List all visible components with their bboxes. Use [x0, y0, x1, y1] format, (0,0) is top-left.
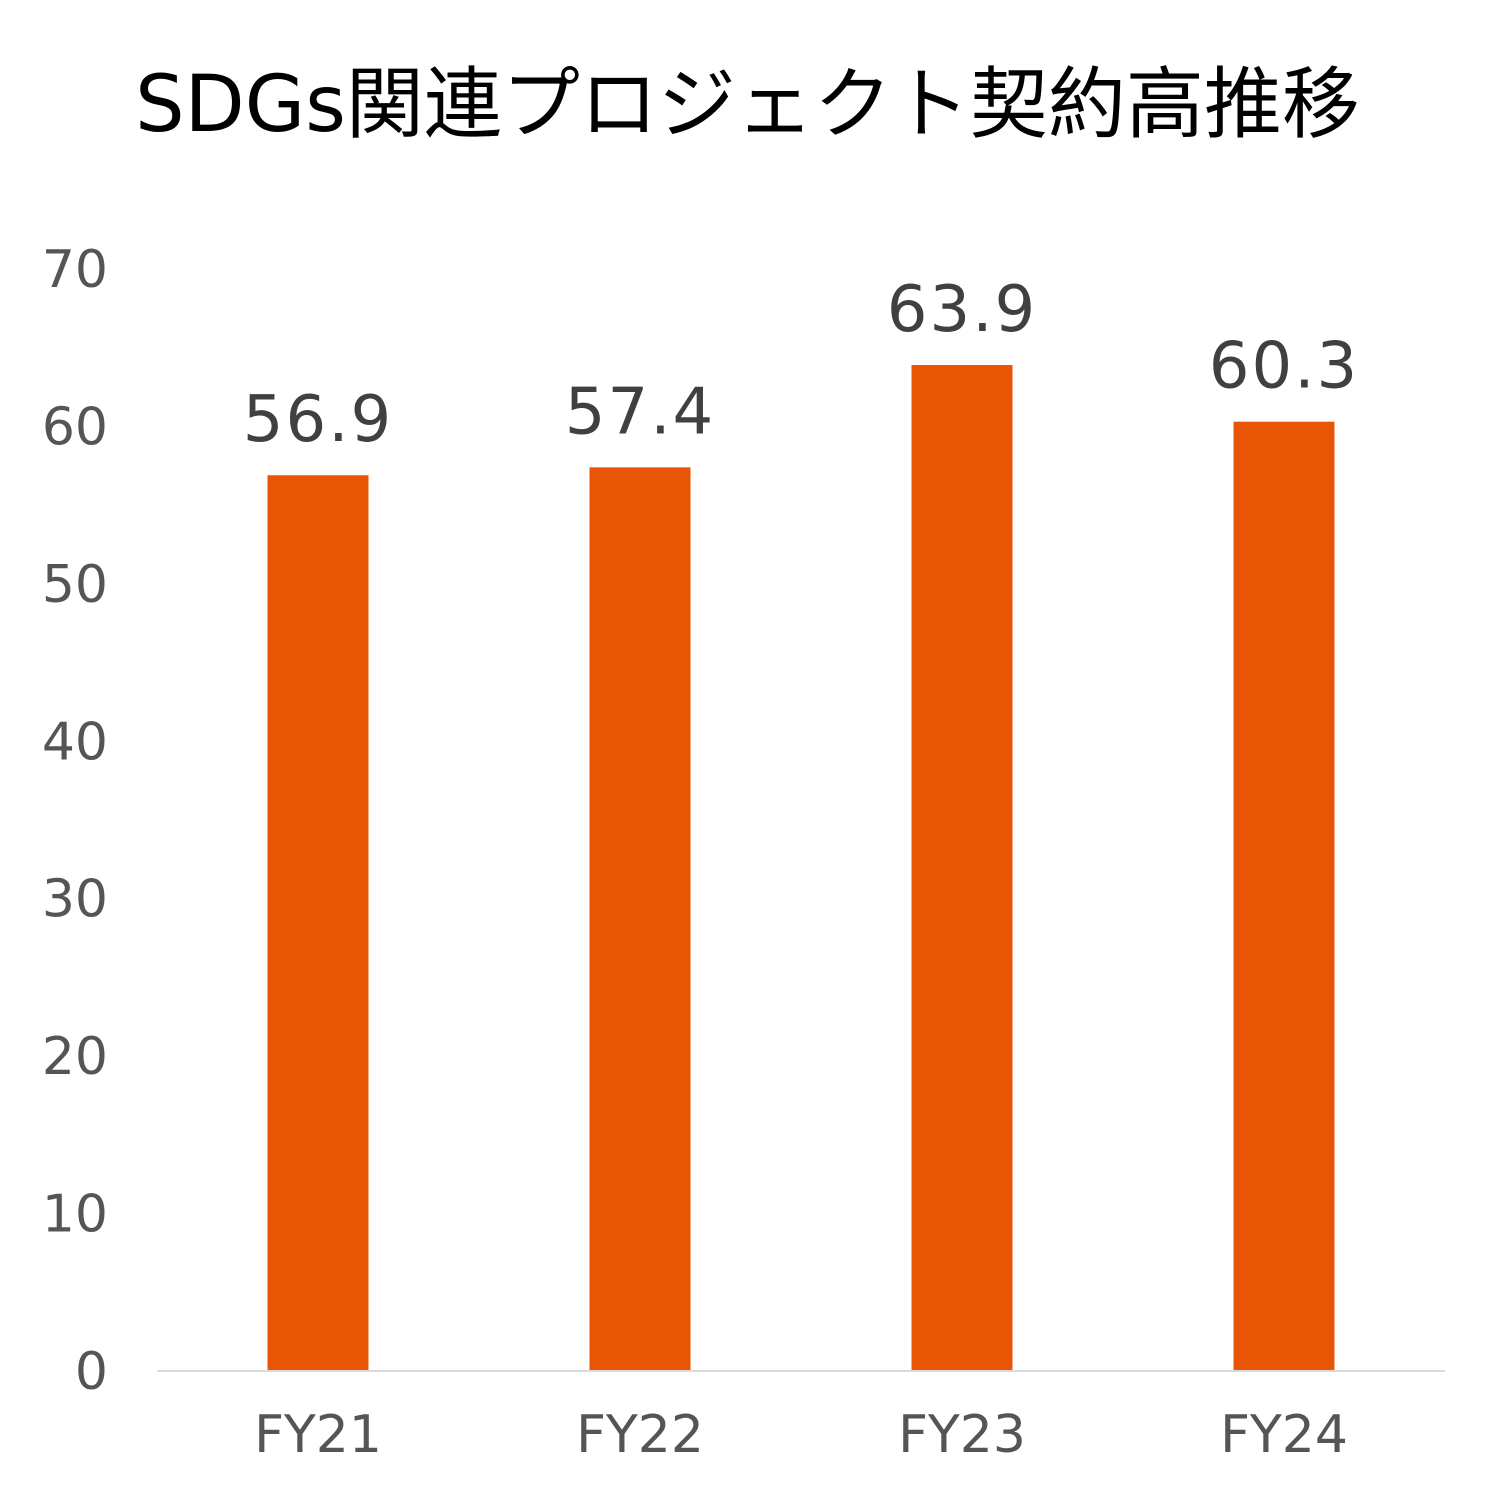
- chart-title: SDGs関連プロジェクト契約高推移: [135, 60, 1360, 150]
- bar-fy22: [589, 467, 691, 1371]
- y-tick-label: 60: [42, 397, 108, 457]
- data-label: 63.9: [887, 273, 1038, 347]
- bar-fy21: [267, 475, 369, 1371]
- data-label: 56.9: [243, 383, 394, 457]
- data-label: 57.4: [565, 375, 716, 449]
- x-tick-label: FY24: [1220, 1405, 1348, 1465]
- x-tick-label: FY22: [576, 1405, 704, 1465]
- y-tick-label: 40: [42, 712, 108, 772]
- bar-fy24: [1233, 421, 1335, 1372]
- y-tick-label: 70: [42, 240, 108, 300]
- x-tick-label: FY23: [898, 1405, 1026, 1465]
- y-tick-label: 50: [42, 555, 108, 615]
- y-tick-label: 20: [42, 1027, 108, 1087]
- bar-fy23: [911, 365, 1013, 1371]
- data-label: 60.3: [1209, 330, 1360, 404]
- y-tick-label: 30: [42, 870, 108, 930]
- x-tick-label: FY21: [254, 1405, 382, 1465]
- y-tick-label: 10: [42, 1185, 108, 1245]
- y-tick-label: 0: [75, 1342, 108, 1402]
